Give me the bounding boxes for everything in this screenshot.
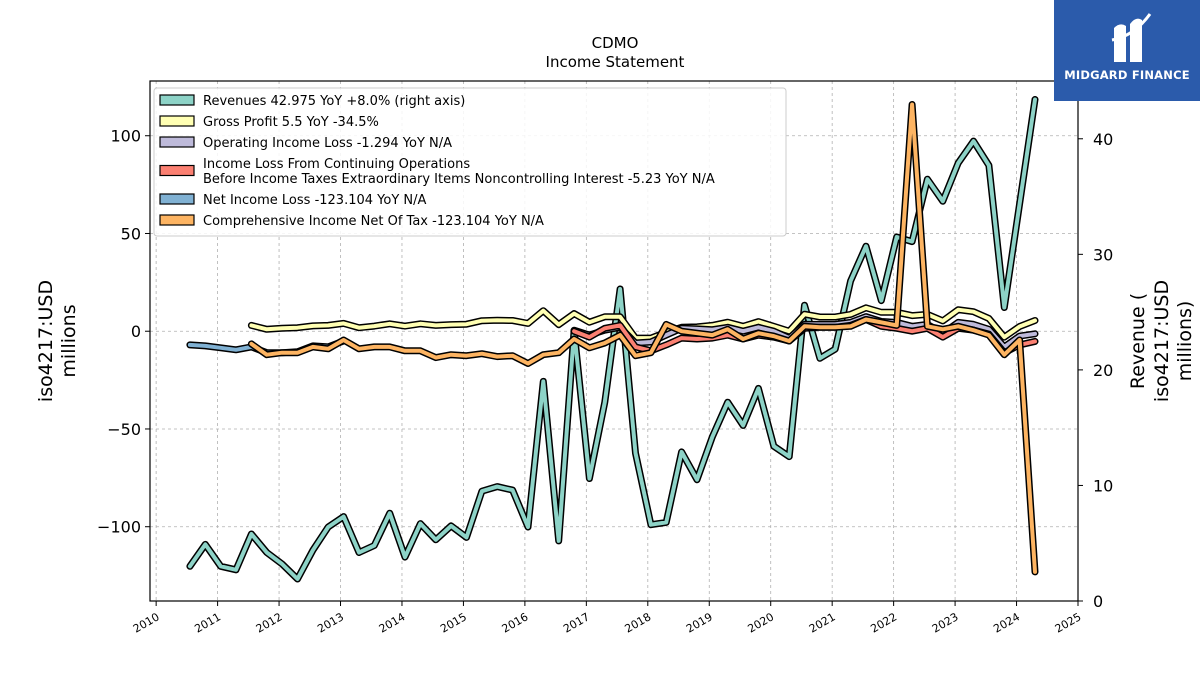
legend-swatch-2 (159, 136, 195, 148)
legend-label-4: Net Income Loss -123.104 YoY N/A (203, 193, 426, 208)
y-axis-left-label: iso4217:USD millions (35, 280, 80, 402)
series-lines (186, 96, 1039, 583)
y-axis-right-label-line3: millions) (1174, 301, 1196, 382)
x-tick-label: 2013 (315, 610, 346, 635)
y-left-tick-label: −50 (107, 420, 141, 439)
y-axis-left-label-line2: millions (58, 304, 80, 377)
chart-title: CDMO (592, 34, 639, 52)
y-right-tick-label: 30 (1093, 245, 1113, 264)
brand-logo-text: MIDGARD FINANCE (1064, 68, 1190, 82)
x-tick-label: 2016 (500, 610, 531, 635)
x-tick-label: 2012 (254, 610, 285, 635)
x-tick-label: 2010 (131, 610, 162, 635)
chart-subtitle: Income Statement (546, 53, 685, 71)
x-tick-label: 2021 (807, 610, 838, 635)
y-axis-right-label-line1: Revenue ( (1127, 293, 1149, 389)
y-axis-right-label-line2: iso4217:USD (1151, 280, 1173, 402)
x-tick-label: 2017 (561, 610, 592, 635)
legend-label-2: Operating Income Loss -1.294 YoY N/A (203, 136, 452, 151)
legend-label-5: Comprehensive Income Net Of Tax -123.104… (203, 214, 544, 229)
y-right-tick-label: 0 (1093, 592, 1103, 611)
y-right-tick-label: 20 (1093, 361, 1113, 380)
x-tick-label: 2025 (1053, 610, 1084, 635)
series-line-1 (249, 305, 1037, 341)
x-tick-label: 2014 (377, 610, 408, 635)
y-axis-right-label: Revenue ( iso4217:USD millions) (1127, 280, 1196, 402)
legend-swatch-0 (159, 94, 195, 106)
legend-label-0: Revenues 42.975 YoY +8.0% (right axis) (203, 94, 465, 109)
legend-swatch-3 (159, 164, 195, 177)
y-right-tick-label: 40 (1093, 130, 1113, 149)
y-axis-left-label-line1: iso4217:USD (35, 280, 57, 402)
x-tick-label: 2015 (438, 610, 469, 635)
y-left-tick-label: 100 (110, 127, 141, 146)
legend: Revenues 42.975 YoY +8.0% (right axis) Gr… (153, 87, 787, 237)
legend-swatch-1 (159, 115, 195, 127)
legend-box (153, 87, 787, 237)
x-tick-label: 2018 (623, 610, 654, 635)
y-left-tick-label: 50 (121, 224, 141, 243)
legend-swatch-4 (159, 193, 195, 205)
x-tick-label: 2011 (192, 610, 223, 635)
plot-frame (149, 80, 1079, 602)
series-line-5 (249, 102, 1037, 574)
legend-label-1: Gross Profit 5.5 YoY -34.5% (203, 115, 379, 130)
y-right-tick-label: 10 (1093, 476, 1113, 495)
x-tick-label: 2024 (991, 610, 1022, 635)
legend-swatch-5 (159, 214, 195, 226)
x-tick-label: 2022 (868, 610, 899, 635)
series-line-0 (187, 97, 1037, 581)
x-tick-label: 2023 (930, 610, 961, 635)
y-left-tick-label: 0 (131, 322, 141, 341)
brand-mark-icon (1111, 13, 1152, 63)
legend-label-3: Income Loss From Continuing Operations (203, 157, 470, 172)
x-tick-label: 2020 (745, 610, 776, 635)
y-left-tick-label: −100 (97, 518, 141, 537)
legend-label-3: Before Income Taxes Extraordinary Items … (203, 172, 715, 187)
x-tick-label: 2019 (684, 610, 715, 635)
brand-logo: MIDGARD FINANCE (1054, 0, 1200, 101)
